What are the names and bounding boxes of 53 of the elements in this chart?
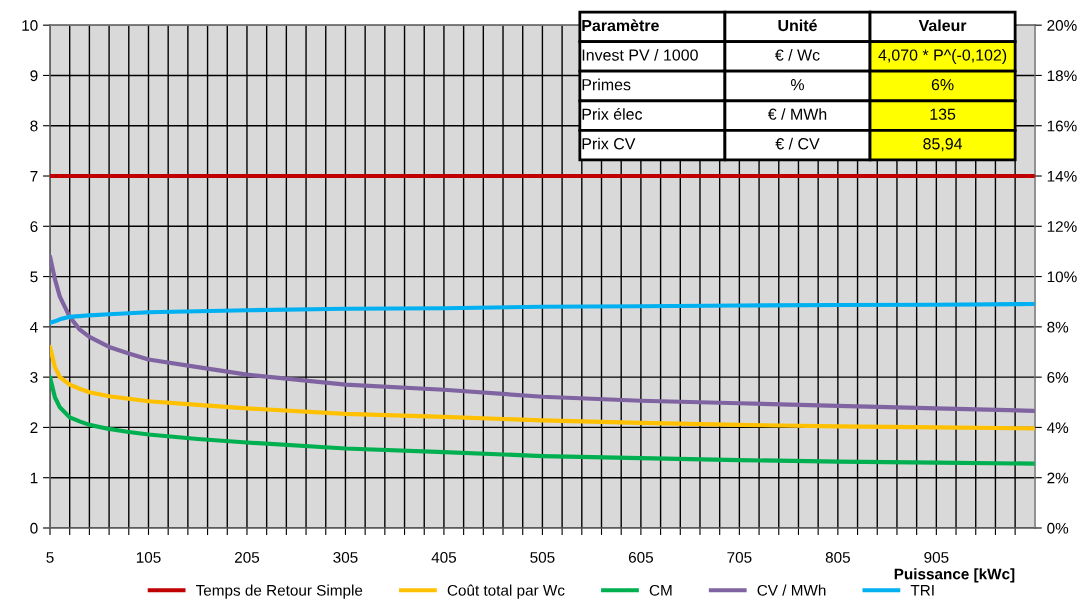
y2-tick-label: 20% (1047, 20, 1077, 31)
x-tick-label: 505 (530, 552, 555, 563)
annotation: 6% (931, 78, 954, 91)
x-tick-label: 105 (136, 552, 161, 563)
annotation: Prix CV (582, 137, 636, 150)
legend-label: Coût total par Wc (447, 584, 565, 599)
x-tick-label: 305 (333, 552, 358, 563)
y-tick-label: 6 (30, 221, 38, 232)
y-tick-label: 4 (30, 321, 38, 333)
y-tick-label: 2 (30, 422, 38, 433)
y-tick-label: 3 (30, 372, 38, 383)
y2-tick-label: 6% (1047, 372, 1069, 383)
annotation: Valeur (918, 19, 967, 32)
annotation: Paramètre (582, 19, 659, 32)
legend-label: CM (649, 584, 672, 596)
y-tick-label: 10 (22, 20, 38, 31)
legend-label: TRI (910, 585, 934, 596)
annotation: % (790, 79, 805, 91)
y-tick-label: 8 (30, 120, 38, 132)
y2-tick-label: 16% (1047, 120, 1077, 132)
y2-tick-label: 2% (1047, 472, 1069, 484)
x-tick-label: 205 (234, 552, 260, 563)
y-tick-label: 9 (30, 70, 38, 82)
x-axis-title: Puissance [kWc] (894, 568, 1015, 583)
annotation: € / CV (775, 137, 820, 150)
x-tick-label: 805 (825, 552, 850, 563)
y2-tick-label: 10% (1047, 271, 1077, 283)
annotation: 135 (930, 108, 956, 120)
y-tick-label: 0 (30, 522, 38, 534)
annotation: € / Wc (774, 49, 820, 61)
x-tick-label: 605 (628, 552, 653, 563)
x-tick-label: 705 (727, 552, 752, 563)
y-tick-label: 7 (30, 171, 38, 182)
annotation: Primes (582, 78, 631, 91)
legend-label: Temps de Retour Simple (195, 584, 363, 599)
annotation: 4,070 * P^(-0,102) (878, 49, 1007, 64)
y-tick-label: 5 (30, 271, 38, 283)
legend-label: CV / MWh (757, 584, 826, 596)
annotation: € / MWh (767, 108, 827, 120)
y2-tick-label: 8% (1047, 321, 1069, 333)
y2-tick-label: 12% (1047, 221, 1077, 232)
x-tick-label: 405 (431, 552, 457, 563)
annotation: Prix élec (582, 107, 643, 120)
y-tick-label: 1 (30, 472, 38, 484)
annotation: Invest PV / 1000 (582, 49, 698, 61)
x-tick-label: 905 (924, 552, 949, 563)
annotation: 85,94 (923, 138, 963, 152)
y2-tick-label: 0% (1047, 522, 1069, 534)
y2-tick-label: 4% (1046, 422, 1069, 434)
annotation: Unité (778, 19, 817, 32)
y2-tick-label: 14% (1047, 170, 1077, 182)
x-tick-label: 5 (46, 552, 54, 563)
y2-tick-label: 18% (1047, 70, 1077, 82)
